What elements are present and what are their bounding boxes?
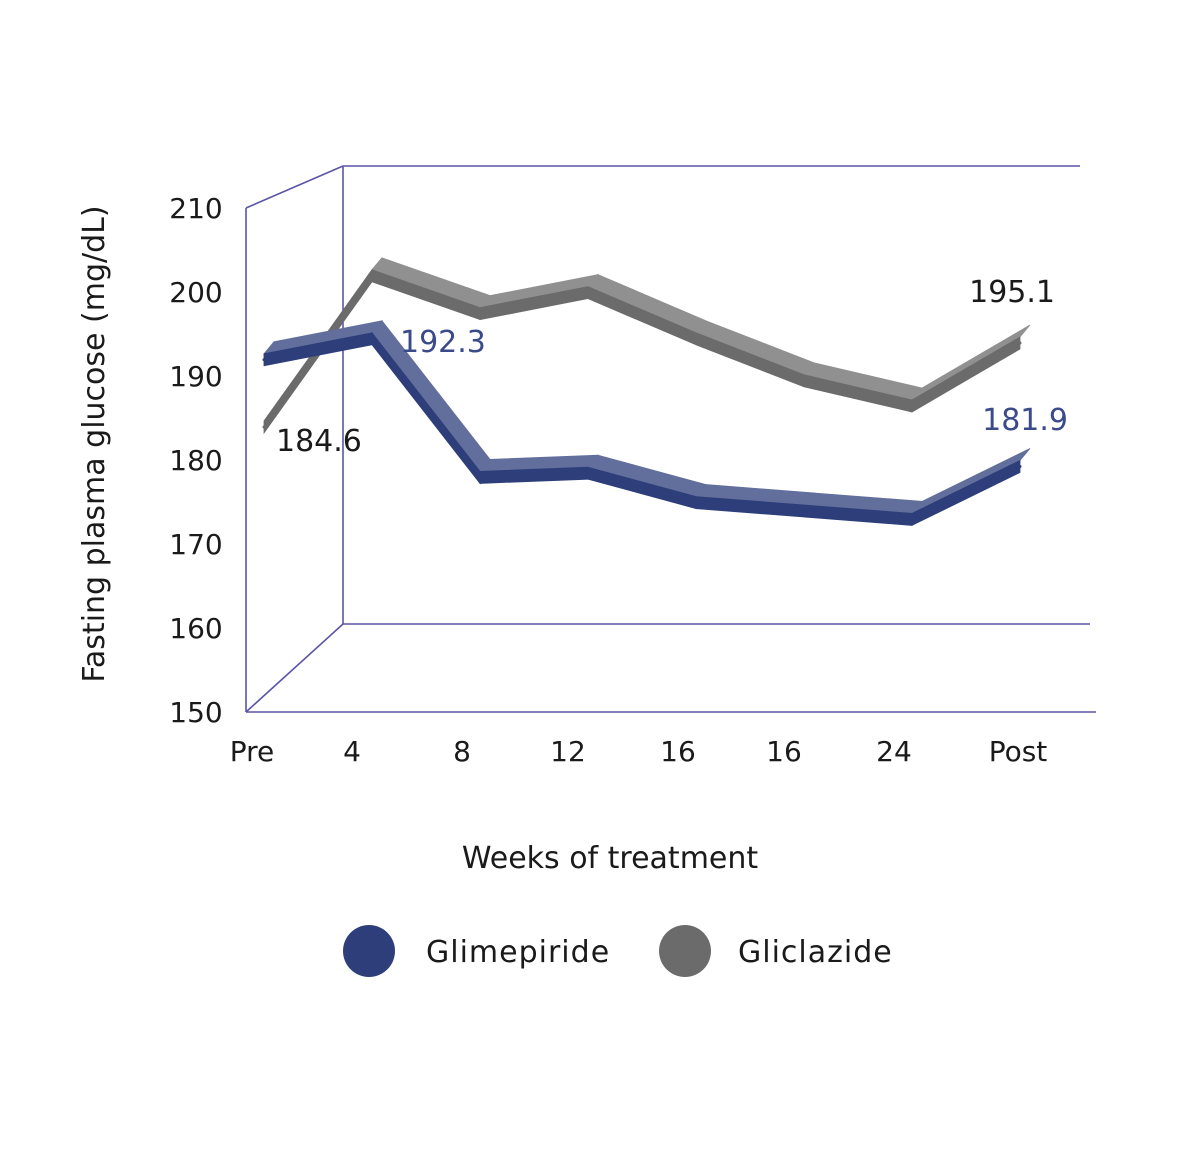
side-wall-top-edge xyxy=(245,165,344,209)
x-tick-label: 16 xyxy=(766,735,802,768)
data-point xyxy=(262,425,266,429)
y-tick-label: 200 xyxy=(169,276,222,309)
data-label-glimepiride: 181.9 xyxy=(982,403,1068,438)
data-label-glimepiride: 192.3 xyxy=(400,325,486,360)
data-labels: 184.6 192.3 195.1 181.9 xyxy=(276,275,1068,459)
legend-item-glimepiride[interactable]: Glimepiride xyxy=(343,925,610,977)
data-point xyxy=(910,404,914,408)
y-tick-label: 160 xyxy=(169,612,222,645)
data-label-gliclazide: 195.1 xyxy=(969,275,1055,310)
data-point xyxy=(478,475,482,479)
data-point xyxy=(478,312,482,316)
data-point xyxy=(802,509,806,513)
data-point xyxy=(910,517,914,521)
series-glimepiride xyxy=(262,320,1031,527)
x-tick-label: 12 xyxy=(550,735,586,768)
y-tick-label: 180 xyxy=(169,444,222,477)
data-point xyxy=(1018,341,1022,345)
y-tick-labels: 150 160 170 180 190 200 210 xyxy=(169,192,222,729)
data-point xyxy=(370,337,374,341)
data-point xyxy=(802,379,806,383)
x-tick-label: 4 xyxy=(343,735,361,768)
legend: Glimepiride Gliclazide xyxy=(343,925,893,977)
data-point xyxy=(1018,464,1022,468)
data-point xyxy=(586,471,590,475)
y-tick-label: 150 xyxy=(169,696,222,729)
legend-swatch-gliclazide xyxy=(659,925,711,977)
x-tick-label: 24 xyxy=(876,735,912,768)
data-point xyxy=(586,291,590,295)
chart-frame xyxy=(245,165,1096,713)
y-tick-label: 190 xyxy=(169,360,222,393)
legend-item-gliclazide[interactable]: Gliclazide xyxy=(659,925,893,977)
y-axis-title: Fasting plasma glucose (mg/dL) xyxy=(77,205,112,682)
legend-label-gliclazide: Gliclazide xyxy=(738,935,893,970)
y-tick-label: 210 xyxy=(169,192,222,225)
ribbon-front-segment xyxy=(911,336,1021,413)
data-point xyxy=(694,501,698,505)
data-label-gliclazide: 184.6 xyxy=(276,424,362,459)
x-tick-label: 8 xyxy=(453,735,471,768)
legend-swatch-glimepiride xyxy=(343,925,395,977)
floor-side-edge xyxy=(245,623,344,713)
legend-label-glimepiride: Glimepiride xyxy=(426,935,610,970)
x-tick-labels: Pre 4 8 12 16 16 24 Post xyxy=(230,735,1048,768)
x-tick-label: 16 xyxy=(660,735,696,768)
x-axis-title: Weeks of treatment xyxy=(462,841,759,876)
ribbon-front-segment xyxy=(911,459,1021,527)
data-point xyxy=(262,358,266,362)
ribbon-top-segment xyxy=(911,324,1031,401)
series-layer xyxy=(262,257,1031,527)
data-point xyxy=(694,337,698,341)
x-tick-label: Post xyxy=(989,735,1048,768)
data-point xyxy=(370,274,374,278)
y-tick-label: 170 xyxy=(169,528,222,561)
x-tick-label: Pre xyxy=(230,735,275,768)
ribbon-top-segment xyxy=(911,448,1031,514)
